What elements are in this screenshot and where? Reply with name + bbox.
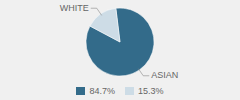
svg-text:ASIAN: ASIAN bbox=[151, 70, 178, 80]
html-text:84.7%: 84.7% bbox=[89, 86, 115, 96]
html-text:15.3%: 15.3% bbox=[138, 86, 164, 96]
svg-text:WHITE: WHITE bbox=[60, 3, 89, 13]
